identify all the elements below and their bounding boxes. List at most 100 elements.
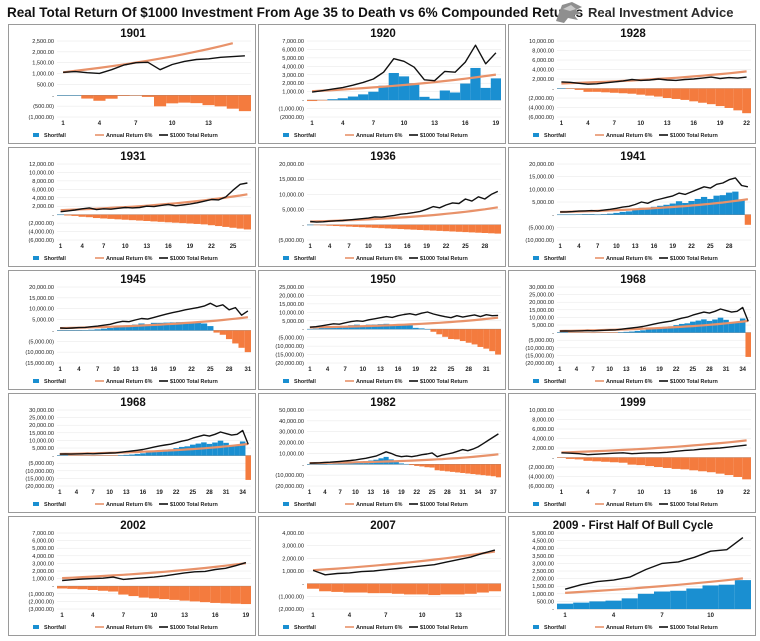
x-tick-label: 10 [419, 613, 426, 619]
x-tick-label: 10 [707, 613, 714, 619]
shortfall-bar [476, 583, 489, 593]
y-tick-label: 7,000.00 [32, 531, 54, 537]
shortfall-bar [71, 214, 79, 216]
chart-panel: 1941 20,000.00 15,000.00 10,000.00 5,000.00-… [508, 147, 756, 267]
shortfall-bar [495, 464, 501, 478]
x-tick-label: 1 [308, 490, 312, 496]
y-tick-label: 1,000.00 [32, 577, 54, 583]
shortfall-bar [455, 224, 463, 232]
total-return-line [309, 433, 499, 464]
shortfall-bar [186, 214, 194, 224]
shortfall-bar [159, 586, 170, 600]
shortfall-bar [706, 320, 713, 333]
shortfall-bar [662, 457, 672, 468]
shortfall-bar [202, 95, 215, 106]
shortfall-bar [189, 586, 200, 602]
x-tick-label: 28 [465, 367, 472, 373]
shortfall-bar [738, 199, 745, 215]
shortfall-bar [81, 95, 94, 99]
shortfall-bar [87, 586, 98, 590]
y-tick-label: 3,000.00 [282, 544, 304, 550]
x-tick-label: 1 [309, 244, 313, 250]
shortfall-bar [178, 446, 185, 456]
shortfall-bar [600, 214, 608, 215]
x-tick-label: 7 [613, 490, 617, 496]
legend-label: Annual Return 6% [356, 379, 403, 385]
shortfall-bar [640, 330, 646, 333]
x-tick-label: 16 [404, 244, 411, 250]
shortfall-bar [319, 583, 332, 592]
shortfall-bar [332, 224, 340, 227]
shortfall-bar [465, 329, 472, 343]
x-tick-label: 4 [348, 613, 352, 619]
y-tick-label: 5,000.00 [282, 319, 304, 325]
x-tick-label: 10 [637, 121, 644, 127]
shortfall-bar [193, 214, 201, 224]
shortfall-bar [464, 583, 477, 594]
x-tick-label: 13 [123, 490, 130, 496]
shortfall-bar [359, 325, 366, 330]
shortfall-bar [57, 586, 68, 589]
shortfall-bar [378, 224, 385, 229]
x-tick-label: 10 [637, 490, 644, 496]
y-tick-label: (4,000.00) [29, 230, 55, 236]
y-tick-label: 20,000.00 [529, 162, 554, 168]
shortfall-bar [654, 88, 663, 97]
total-return-line [62, 561, 247, 582]
shortfall-bar [107, 214, 115, 219]
y-tick-label: 15,000.00 [279, 302, 304, 308]
y-tick-label: (15,000.00) [525, 353, 554, 359]
shortfall-bar [490, 78, 501, 101]
shortfall-bar [337, 98, 348, 101]
y-tick-label: 2,500.00 [32, 39, 54, 45]
x-tick-label: 31 [459, 490, 466, 496]
y-tick-label: 20,000.00 [529, 300, 554, 306]
x-tick-label: 31 [723, 367, 730, 373]
shortfall-bar [460, 83, 471, 101]
legend-label: Annual Return 6% [106, 256, 153, 262]
x-tick-label: 25 [207, 367, 214, 373]
y-tick-label: (5,000.00) [529, 338, 555, 344]
brand-logo[interactable]: Real Investment Advice [552, 1, 752, 25]
annual-return-line [62, 42, 234, 74]
legend-swatch-shortfall [283, 133, 289, 137]
y-tick-label: (5,000.00) [279, 238, 305, 244]
shortfall-bar [157, 322, 164, 331]
shortfall-bar [657, 205, 664, 215]
chart-panel: 2002 7,000.00 6,000.00 5,000.00 4,000.00 3,00… [8, 516, 256, 636]
shortfall-bar [162, 449, 168, 456]
y-tick-label: 2,000.00 [32, 569, 54, 575]
x-tick-label: 16 [462, 121, 469, 127]
total-return-line [310, 190, 499, 223]
total-return-line [560, 177, 749, 213]
shortfall-bar [589, 601, 606, 609]
y-tick-label: (1,000.00) [29, 115, 55, 121]
chart-title: 1941 [620, 151, 646, 163]
x-tick-label: 7 [102, 244, 106, 250]
y-tick-label: 4,500.00 [532, 539, 554, 545]
shortfall-bar [154, 95, 167, 107]
shortfall-bar [449, 224, 456, 232]
legend-label: Annual Return 6% [606, 502, 653, 508]
shortfall-bar [175, 322, 183, 331]
x-tick-label: 13 [367, 490, 374, 496]
legend-label: Shortfall [44, 133, 66, 139]
legend-swatch-shortfall [283, 379, 289, 383]
shortfall-bar [199, 586, 211, 603]
chart-svg: 194120,000.0015,000.0010,000.005,000.00-… [525, 151, 751, 262]
y-tick-label: (1,000.00) [279, 594, 305, 600]
shortfall-bar [352, 224, 359, 227]
y-tick-label: 500.00 [537, 599, 554, 605]
y-tick-label: (1,000.00) [279, 107, 305, 113]
y-tick-label: 1,000.00 [532, 592, 554, 598]
chart-title: 1928 [620, 28, 646, 40]
x-tick-label: 22 [743, 490, 750, 496]
x-tick-label: 22 [743, 121, 750, 127]
shortfall-bar [178, 95, 191, 103]
shortfall-bar [623, 331, 630, 333]
legend-label: Annual Return 6% [606, 625, 653, 631]
x-tick-label: 25 [462, 244, 469, 250]
shortfall-bar [613, 212, 620, 215]
x-tick-label: 22 [443, 244, 450, 250]
shortfall-bar [650, 206, 658, 215]
